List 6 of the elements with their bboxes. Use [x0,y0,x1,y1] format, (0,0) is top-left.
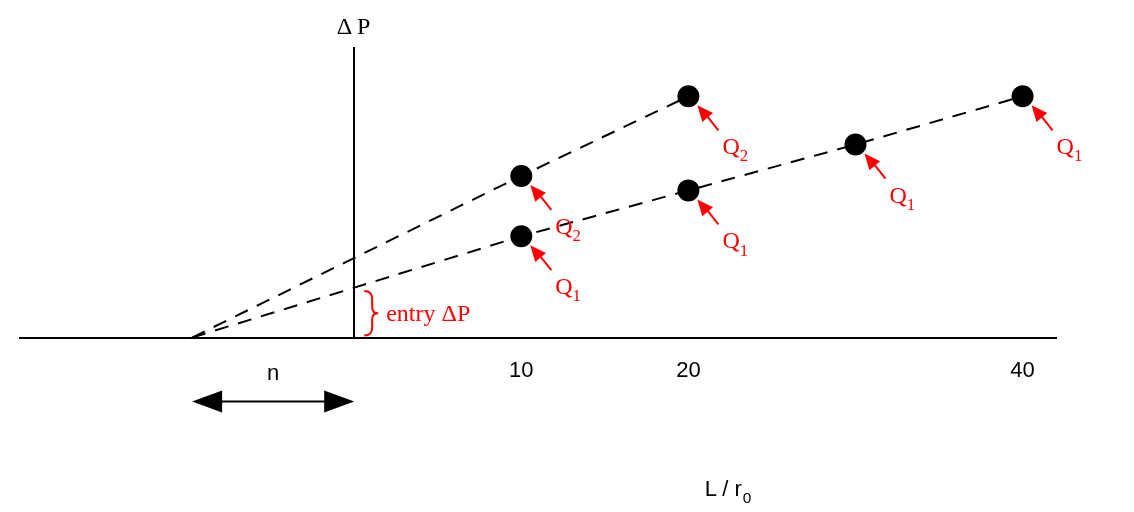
x-tick-label: 20 [676,356,701,382]
x-tick-label: 40 [1010,356,1035,382]
text: n [267,359,280,385]
annotation: entry ΔP [386,300,471,327]
x-tick-label: 10 [509,356,534,382]
y-axis-title: Δ P [336,13,371,39]
